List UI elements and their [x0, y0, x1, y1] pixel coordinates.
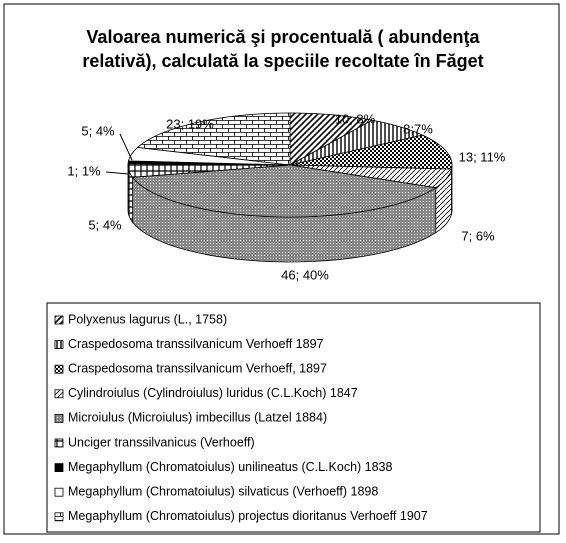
legend-label: Megaphyllum (Chromatoiulus) unilineatus …	[68, 460, 393, 474]
legend-label: Megaphyllum (Chromatoiulus) projectus di…	[68, 509, 428, 523]
legend-swatch	[54, 340, 64, 350]
legend-label: Unciger transsilvanicus (Verhoeff)	[68, 435, 255, 449]
legend-swatch	[54, 512, 64, 522]
pie-slice	[131, 164, 437, 218]
legend-label: Craspedosoma transsilvanicum Verhoeff, 1…	[68, 361, 327, 375]
pie-slice	[127, 163, 291, 178]
legend-swatch	[54, 463, 64, 473]
pie-slice	[136, 112, 291, 166]
data-label: 23; 19%	[166, 116, 214, 131]
legend-swatch	[54, 315, 64, 325]
data-label: 13; 11%	[459, 149, 506, 164]
pie-slice	[289, 112, 374, 166]
legend-label: Cylindroiulus (Cylindroiulus) luridus (C…	[68, 386, 358, 400]
legend-swatch	[54, 364, 64, 374]
data-label: 10; 8%	[335, 111, 376, 126]
data-label: 5; 4%	[81, 123, 115, 138]
chart-title: relativă), calculată la speciile recolta…	[82, 51, 483, 71]
legend-swatch	[54, 438, 64, 448]
data-label: 1; 1%	[67, 163, 101, 178]
leader-line	[119, 133, 133, 161]
legend-swatch	[54, 413, 64, 423]
pie-slice	[289, 119, 424, 166]
pie-slice	[289, 134, 453, 170]
data-label: 46; 40%	[281, 267, 329, 282]
data-label: 8;7%	[403, 121, 433, 136]
chart-title: Valoarea numerică şi procentuală ( abund…	[86, 27, 480, 47]
legend-box	[46, 302, 541, 533]
chart-frame	[3, 3, 560, 535]
legend-swatch	[54, 487, 64, 497]
data-label: 7; 6%	[461, 228, 495, 243]
legend-label: Polyxenus lagurus (L., 1758)	[68, 312, 227, 326]
pie-slice	[289, 164, 453, 189]
legend-label: Microiulus (Microiulus) imbecillus (Latz…	[68, 411, 327, 425]
data-label: 5; 4%	[88, 217, 122, 232]
legend-label: Craspedosoma transsilvanicum Verhoeff 18…	[68, 337, 324, 351]
legend-label: Megaphyllum (Chromatoiulus) silvaticus (…	[68, 484, 378, 498]
legend-swatch	[54, 389, 64, 399]
leader-line	[105, 171, 129, 175]
